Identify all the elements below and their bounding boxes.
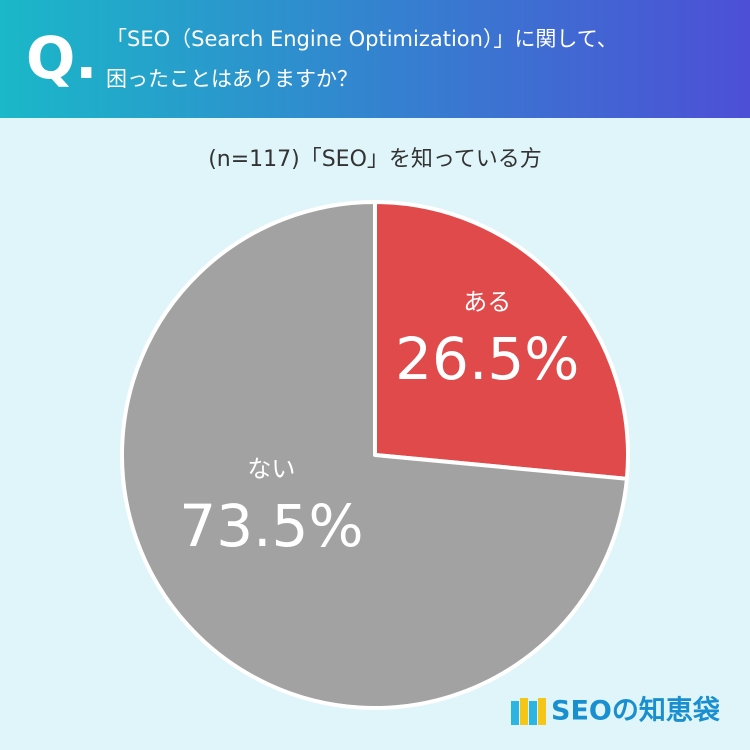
logo-bar [529,701,537,725]
logo-bar [511,701,519,725]
title-line: 「SEO（Search Engine Optimization）」に関して、 [106,27,618,51]
slice-category: ある [463,288,511,316]
question-mark: Q. [26,24,97,92]
pie-slice [120,200,629,710]
logo-bar [520,698,528,725]
subtitle: (n=117)「SEO」を知っている方 [208,147,542,172]
brand-logo: SEOの知恵袋 [511,696,721,727]
pie-slice [373,200,630,481]
slice-value-label: 26.5% [395,325,579,393]
slice-value-label: 73.5% [179,492,363,560]
header [0,0,750,118]
slice-category: ない [247,455,295,483]
logo-bar [538,698,546,725]
pie: ある 26.5% ない 73.5% [120,200,630,710]
title-line: 困ったことはありますか？ [106,67,358,91]
brand-name: SEOの知恵袋 [551,696,721,727]
